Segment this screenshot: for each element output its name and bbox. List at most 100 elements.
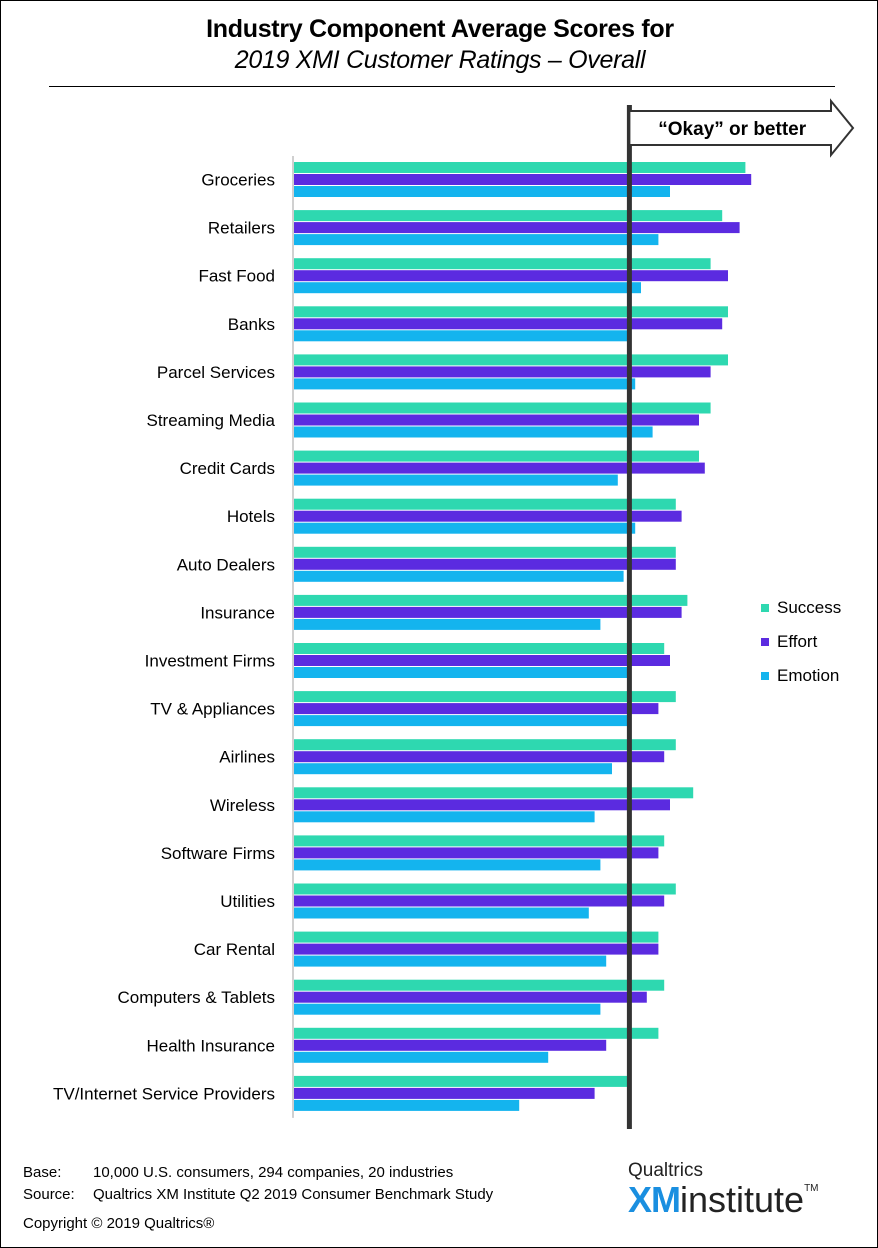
bar-emotion-software-firms [293, 859, 601, 871]
bar-emotion-car-rental [293, 955, 607, 967]
bar-success-health-insurance [293, 1027, 659, 1039]
category-label-tv-internet-service-providers: TV/Internet Service Providers [53, 1084, 275, 1103]
category-label-streaming-media: Streaming Media [146, 411, 275, 430]
title-divider [49, 86, 835, 87]
bar-success-tv-appliances [293, 691, 676, 703]
bar-emotion-groceries [293, 186, 670, 197]
bar-emotion-investment-firms [293, 667, 630, 678]
bar-effort-tv-internet-service-providers [293, 1087, 595, 1099]
footer-base-key: Base: [23, 1164, 62, 1181]
logo-qualtrics: Qualtrics [628, 1160, 703, 1181]
bar-emotion-health-insurance [293, 1051, 549, 1063]
footer-base: Base: 10,000 U.S. consumers, 294 companie… [23, 1164, 453, 1181]
bar-effort-fast-food [293, 270, 728, 282]
bar-success-tv-internet-service-providers [293, 1075, 630, 1087]
category-label-investment-firms: Investment Firms [145, 652, 275, 671]
category-label-auto-dealers: Auto Dealers [177, 555, 275, 574]
bar-emotion-parcel-services [293, 378, 636, 390]
bar-effort-airlines [293, 751, 665, 763]
category-label-banks: Banks [228, 315, 275, 334]
bar-emotion-hotels [293, 522, 636, 534]
legend-label-emotion: Emotion [777, 666, 840, 685]
bar-effort-streaming-media [293, 414, 699, 426]
category-label-airlines: Airlines [219, 748, 275, 767]
bar-effort-retailers [293, 222, 740, 234]
bar-success-retailers [293, 210, 723, 222]
bar-effort-banks [293, 318, 723, 330]
category-label-utilities: Utilities [220, 892, 275, 911]
bar-effort-car-rental [293, 943, 659, 955]
legend-item-success: Success [761, 591, 841, 625]
bar-effort-tv-appliances [293, 703, 659, 715]
bar-emotion-tv-internet-service-providers [293, 1099, 520, 1111]
legend-label-success: Success [777, 598, 842, 617]
bar-emotion-streaming-media [293, 426, 653, 438]
bar-success-wireless [293, 787, 694, 799]
bar-emotion-insurance [293, 618, 601, 630]
bar-emotion-retailers [293, 234, 659, 246]
bar-effort-health-insurance [293, 1039, 607, 1051]
okay-arrow [628, 98, 855, 158]
chart-subtitle: 2019 XMI Customer Ratings – Overall [234, 46, 646, 74]
bar-effort-auto-dealers [293, 558, 676, 570]
bar-success-utilities [293, 883, 676, 895]
bar-success-fast-food [293, 258, 711, 270]
footer-base-value: 10,000 U.S. consumers, 294 companies, 20… [93, 1164, 454, 1181]
category-label-insurance: Insurance [200, 603, 275, 622]
bar-success-car-rental [293, 931, 659, 943]
legend-item-emotion: Emotion [761, 659, 841, 693]
bar-effort-insurance [293, 606, 682, 618]
copyright: Copyright © 2019 Qualtrics® [23, 1215, 215, 1232]
bar-emotion-tv-appliances [293, 715, 630, 727]
logo-xm: XM [628, 1179, 681, 1220]
category-labels: Groceries Retailers Fast Food Banks Parcel S… [53, 171, 276, 1104]
bar-effort-computers-tablets [293, 991, 647, 1003]
bar-emotion-banks [293, 330, 630, 342]
bar-emotion-wireless [293, 811, 595, 823]
bar-success-hotels [293, 498, 676, 510]
category-label-computers-tablets: Computers & Tablets [118, 988, 275, 1007]
legend-swatch-success [761, 604, 769, 612]
logo-trademark: TM [804, 1183, 819, 1194]
category-label-car-rental: Car Rental [194, 940, 275, 959]
bar-effort-wireless [293, 799, 670, 811]
bar-success-groceries [293, 162, 746, 173]
logo-institute: institute [680, 1179, 805, 1220]
legend: Success Effort Emotion [761, 591, 841, 693]
bar-success-investment-firms [293, 643, 665, 654]
logo-xm-institute: XMinstituteTM [628, 1179, 819, 1221]
category-label-groceries: Groceries [201, 171, 275, 190]
bar-effort-groceries [293, 174, 752, 185]
bar-success-airlines [293, 739, 676, 751]
legend-swatch-emotion [761, 672, 769, 680]
bar-emotion-auto-dealers [293, 570, 624, 582]
footer-source-value: Qualtrics XM Institute Q2 2019 Consumer … [93, 1186, 494, 1203]
bar-emotion-computers-tablets [293, 1003, 601, 1015]
category-label-wireless: Wireless [210, 796, 275, 815]
bar-success-insurance [293, 594, 688, 606]
chart-title: Industry Component Average Scores for [206, 15, 674, 43]
category-label-fast-food: Fast Food [198, 267, 275, 286]
okay-label: “Okay” or better [658, 119, 806, 140]
footer-source-key: Source: [23, 1186, 75, 1203]
footer-source: Source: Qualtrics XM Institute Q2 2019 Co… [23, 1186, 493, 1203]
bar-effort-credit-cards [293, 462, 705, 474]
category-label-retailers: Retailers [208, 219, 275, 238]
bar-success-software-firms [293, 835, 665, 847]
bar-effort-investment-firms [293, 655, 670, 666]
legend-swatch-effort [761, 638, 769, 646]
bar-success-banks [293, 306, 728, 318]
bar-emotion-fast-food [293, 282, 641, 294]
bar-emotion-utilities [293, 907, 589, 919]
bar-group [293, 162, 752, 1111]
bar-emotion-credit-cards [293, 474, 618, 486]
bar-effort-hotels [293, 510, 682, 522]
category-label-parcel-services: Parcel Services [157, 363, 275, 382]
bar-success-parcel-services [293, 354, 728, 366]
legend-item-effort: Effort [761, 625, 841, 659]
category-label-tv-appliances: TV & Appliances [150, 700, 275, 719]
category-label-hotels: Hotels [227, 507, 275, 526]
bar-emotion-airlines [293, 763, 612, 775]
bar-success-auto-dealers [293, 546, 676, 558]
